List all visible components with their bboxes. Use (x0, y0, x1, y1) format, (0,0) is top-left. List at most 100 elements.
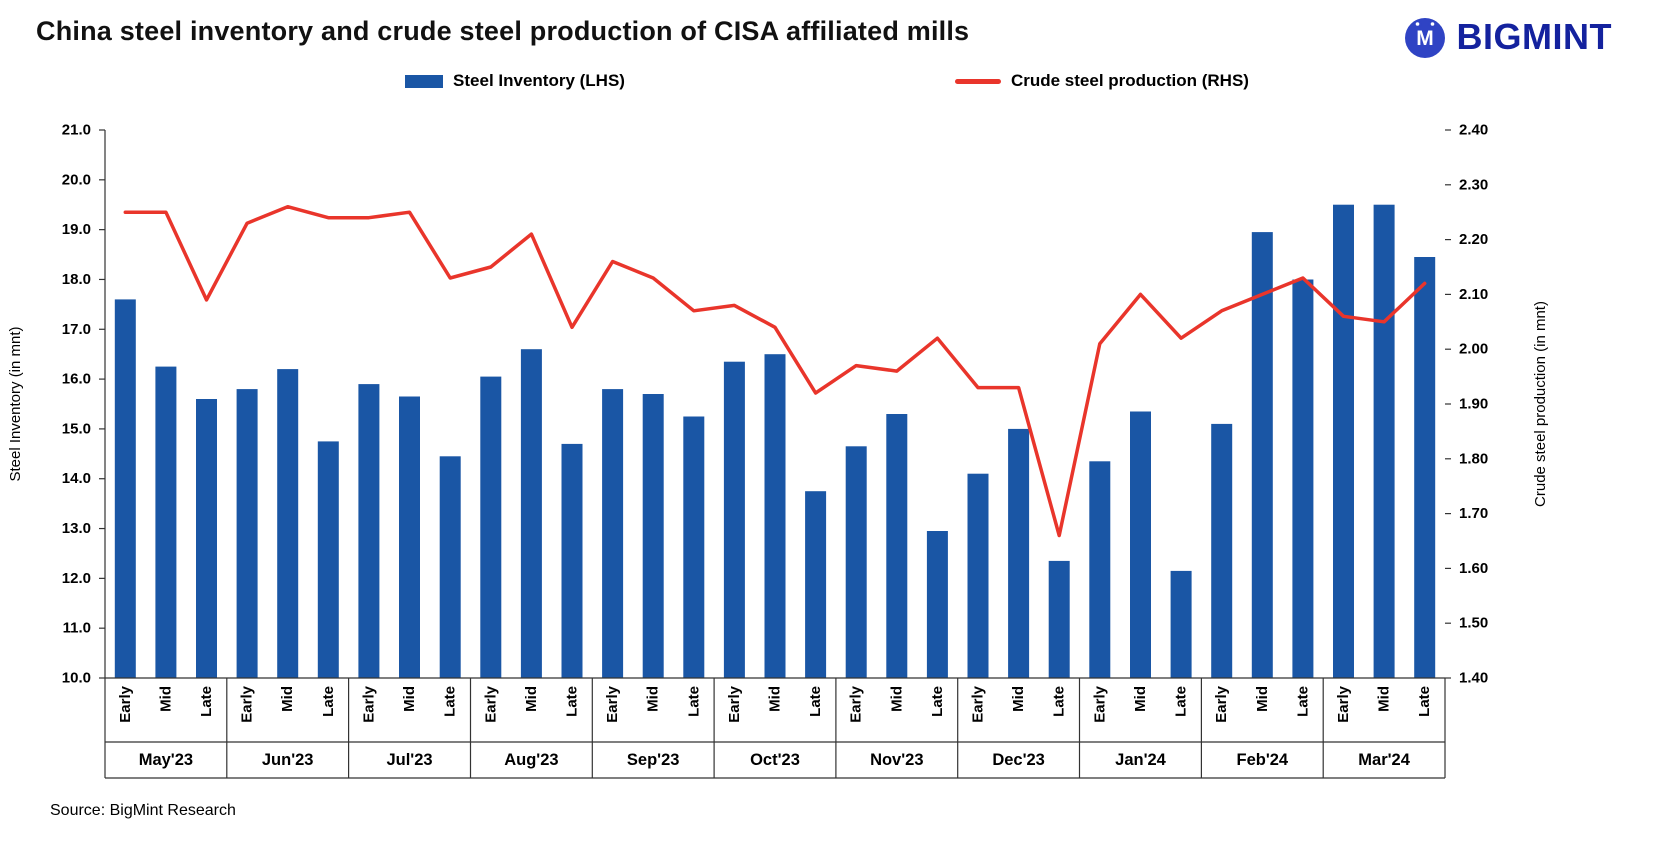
bar-steel-inventory (439, 456, 461, 678)
x-tick-period: Mid (1254, 686, 1271, 712)
y-tick-right: 1.40 (1459, 670, 1488, 687)
x-month-label: Oct'23 (750, 751, 800, 769)
bar-steel-inventory (1292, 279, 1314, 678)
bar-steel-inventory (1211, 423, 1233, 678)
bigmint-logo: M BIGMINT (1402, 14, 1612, 60)
x-month-label: Jun'23 (262, 751, 314, 769)
bar-steel-inventory (196, 399, 217, 678)
bar-steel-inventory (155, 366, 177, 678)
y-tick-left: 10.0 (62, 670, 91, 687)
x-month-label: Mar'24 (1358, 751, 1410, 769)
y-tick-right: 2.20 (1459, 231, 1488, 248)
x-tick-period: Mid (279, 686, 296, 712)
x-month-label: Feb'24 (1236, 751, 1288, 769)
y-tick-right: 1.60 (1459, 560, 1488, 577)
bar-steel-inventory (236, 389, 258, 678)
x-month-label: Jan'24 (1115, 751, 1167, 769)
y-tick-right: 1.90 (1459, 396, 1488, 413)
y-tick-left: 19.0 (62, 221, 91, 238)
x-tick-period: Mid (157, 686, 174, 712)
y-axis-title-right: Crude steel production (in mnt) (1532, 301, 1549, 507)
legend-label-crude-production: Crude steel production (RHS) (1010, 71, 1249, 90)
bar-steel-inventory (886, 414, 908, 678)
x-tick-period: Early (239, 685, 256, 722)
bar-steel-inventory (967, 473, 989, 678)
x-month-label: Nov'23 (870, 751, 923, 769)
x-tick-period: Early (848, 685, 865, 722)
x-tick-period: Early (970, 685, 987, 722)
x-tick-period: Mid (645, 686, 662, 712)
y-tick-right: 1.50 (1459, 615, 1488, 632)
x-tick-period: Late (1173, 686, 1190, 717)
bar-steel-inventory (683, 416, 705, 678)
y-tick-left: 21.0 (62, 122, 91, 139)
bigmint-logo-text: BIGMINT (1456, 16, 1612, 57)
legend-item-steel-inventory: Steel Inventory (LHS) (405, 71, 625, 91)
header: China steel inventory and crude steel pr… (0, 0, 1654, 58)
y-tick-left: 17.0 (62, 321, 91, 338)
bar-steel-inventory (520, 349, 542, 678)
y-tick-left: 14.0 (62, 470, 91, 487)
bar-steel-inventory (277, 369, 299, 678)
legend-item-crude-production: Crude steel production (RHS) (954, 71, 1249, 91)
x-tick-period: Late (1051, 686, 1068, 717)
y-tick-right: 2.10 (1459, 286, 1488, 303)
bar-steel-inventory (764, 354, 786, 678)
x-tick-period: Mid (767, 686, 784, 712)
x-tick-period: Early (726, 685, 743, 722)
bar-steel-inventory (1089, 461, 1111, 678)
page-title: China steel inventory and crude steel pr… (36, 16, 970, 46)
bar-steel-inventory (642, 394, 664, 678)
y-tick-right: 2.00 (1459, 341, 1488, 358)
line-crude-production (123, 204, 1427, 538)
bar-steel-inventory (399, 396, 420, 678)
bar-steel-inventory (926, 531, 948, 678)
bar-steel-inventory (1170, 570, 1192, 678)
y-tick-right: 1.80 (1459, 450, 1488, 467)
x-tick-period: Early (1335, 685, 1352, 722)
x-month-label: Sep'23 (627, 751, 680, 769)
bar-steel-inventory (1373, 204, 1395, 678)
x-tick-period: Late (1416, 686, 1433, 717)
bar-steel-inventory (317, 441, 339, 678)
x-tick-period: Early (1091, 685, 1108, 722)
x-tick-period: Late (807, 686, 824, 717)
bar-steel-inventory (561, 443, 583, 678)
x-tick-period: Late (685, 686, 702, 717)
x-tick-period: Late (929, 686, 946, 717)
y-tick-right: 2.40 (1459, 122, 1488, 139)
y-tick-left: 18.0 (62, 271, 91, 288)
x-tick-period: Mid (401, 686, 418, 712)
x-month-label: Jul'23 (386, 751, 432, 769)
x-tick-period: Early (360, 685, 377, 722)
bar-steel-inventory (358, 384, 380, 678)
bar-steel-inventory (1333, 204, 1354, 678)
y-tick-left: 16.0 (62, 371, 91, 388)
x-tick-period: Late (320, 686, 337, 717)
x-tick-period: Late (198, 686, 215, 717)
bar-steel-inventory (805, 491, 827, 678)
x-month-label: Dec'23 (992, 751, 1045, 769)
x-tick-period: Early (1213, 685, 1230, 722)
bar-steel-inventory (1008, 428, 1030, 678)
y-tick-right: 1.70 (1459, 505, 1488, 522)
bar-steel-inventory (1251, 232, 1273, 678)
bar-steel-inventory (480, 376, 502, 678)
x-month-label: May'23 (139, 751, 193, 769)
y-tick-left: 20.0 (62, 171, 91, 188)
bar-steel-inventory (723, 361, 745, 678)
x-tick-period: Late (564, 686, 581, 717)
bar-steel-inventory (1048, 560, 1070, 678)
x-tick-period: Late (1294, 686, 1311, 717)
bar-steel-inventory (1414, 257, 1436, 678)
y-tick-right: 2.30 (1459, 176, 1488, 193)
svg-text:M: M (1416, 27, 1434, 50)
legend-label-steel-inventory: Steel Inventory (LHS) (453, 71, 625, 90)
x-month-label: Aug'23 (504, 751, 558, 769)
x-tick-period: Mid (1132, 686, 1149, 712)
legend-line-swatch (954, 78, 1001, 84)
x-tick-period: Late (442, 686, 459, 717)
chart-page: China steel inventory and crude steel pr… (0, 0, 1654, 819)
x-tick-period: Mid (1010, 686, 1027, 712)
bar-steel-inventory (1130, 411, 1151, 678)
